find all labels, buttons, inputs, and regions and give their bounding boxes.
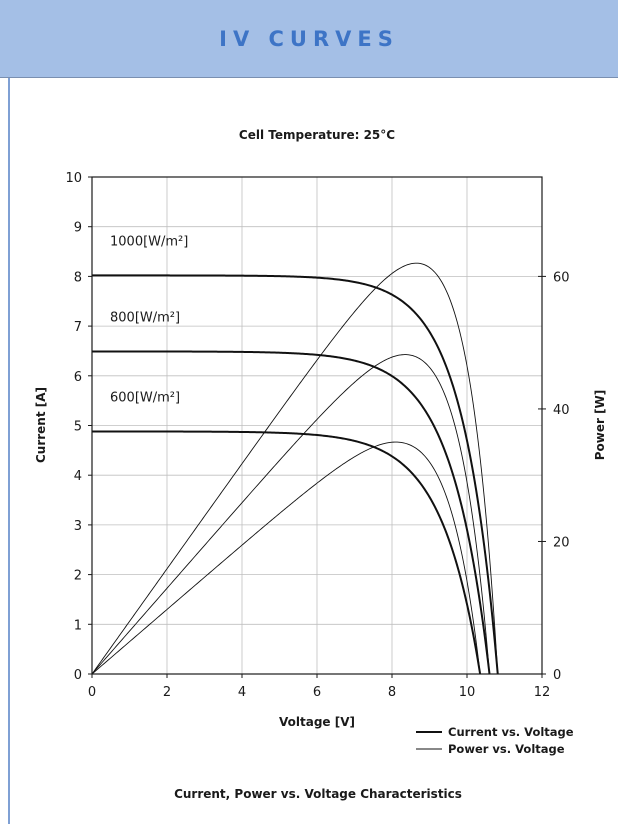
x-tick-label-0: 0 (88, 685, 96, 700)
y2-axis-label: Power [W] (593, 390, 607, 461)
y-tick-label-5: 5 (74, 420, 82, 435)
irradiance-label-1: 800[W/m²] (110, 310, 180, 325)
chart-grid (91, 176, 543, 675)
current-curve-1 (92, 350, 491, 675)
y-tick-label-10: 10 (65, 171, 82, 186)
power-curve-0 (91, 262, 499, 675)
y-tick-label-9: 9 (74, 221, 82, 236)
current-curve-2 (92, 430, 482, 675)
x-tick-label-8: 8 (388, 685, 396, 700)
x-tick-label-10: 10 (459, 685, 476, 700)
legend-current-label: Current vs. Voltage (448, 725, 574, 739)
power-curve-2 (91, 441, 481, 675)
y-tick-label-0: 0 (74, 668, 82, 683)
irradiance-label-0: 1000[W/m²] (110, 234, 188, 249)
chart-caption: Current, Power vs. Voltage Characteristi… (174, 787, 462, 801)
page-title: IV CURVES (219, 26, 399, 51)
x-tick-label-6: 6 (313, 685, 321, 700)
y-tick-label-3: 3 (74, 519, 82, 534)
y-tick-label-2: 2 (74, 569, 82, 584)
irradiance-label-2: 600[W/m²] (110, 390, 180, 405)
y-tick-label-6: 6 (74, 370, 82, 385)
x-tick-label-4: 4 (238, 685, 246, 700)
y-tick-label-8: 8 (74, 270, 82, 285)
y2-tick-label-0: 0 (553, 668, 561, 683)
y-tick-label-4: 4 (74, 469, 82, 484)
current-curve-0 (92, 274, 499, 675)
y2-tick-label-60: 60 (553, 270, 570, 285)
x-axis-label: Voltage [V] (279, 715, 355, 729)
x-tick-label-2: 2 (163, 685, 171, 700)
chart-curves (91, 262, 499, 675)
y-tick-label-7: 7 (74, 320, 82, 335)
header-divider (0, 77, 618, 78)
y2-tick-label-20: 20 (553, 535, 570, 550)
curve-labels: 1000[W/m²] 800[W/m²] 600[W/m²] (110, 234, 188, 405)
left-border (8, 78, 10, 824)
y-tick-label-1: 1 (74, 618, 82, 633)
y2-tick-label-40: 40 (553, 403, 570, 418)
chart-legend: Current vs. Voltage Power vs. Voltage (416, 725, 574, 756)
y-axis-label: Current [A] (34, 387, 48, 463)
page-header: IV CURVES (0, 0, 618, 77)
x-tick-label-12: 12 (534, 685, 551, 700)
legend-power-label: Power vs. Voltage (448, 742, 565, 756)
chart-title: Cell Temperature: 25°C (239, 128, 395, 142)
power-curve-1 (91, 354, 490, 675)
